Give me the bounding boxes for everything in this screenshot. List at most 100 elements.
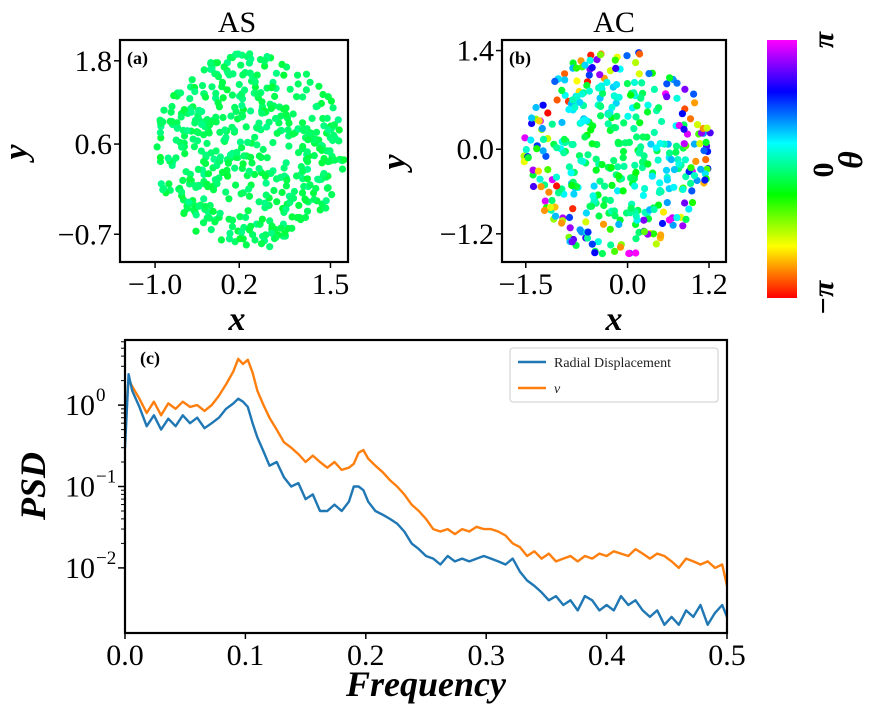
scatter-point [657,231,665,239]
scatter-point [201,93,210,101]
scatter-point [614,163,622,171]
scatter-point [568,140,576,149]
panel-b-title: AC [593,6,635,39]
scatter-point [687,164,695,172]
scatter-point [269,139,277,147]
scatter-point [272,69,280,77]
scatter-point [630,78,639,87]
scatter-point [611,247,619,255]
scatter-point [167,108,175,116]
scatter-point [639,133,647,141]
scatter-point [650,128,658,137]
scatter-point [219,168,227,176]
scatter-point [232,181,240,189]
scatter-point [207,59,215,67]
scatter-point [226,229,234,237]
scatter-point [298,189,307,197]
scatter-point [637,143,645,151]
scatter-point [551,77,559,85]
scatter-point [310,152,318,160]
scatter-point [282,110,290,119]
scatter-point [670,166,679,174]
scatter-point [205,214,213,222]
scatter-point [334,116,342,124]
scatter-point [255,198,263,206]
scatter-point [173,124,181,132]
y-tick-label: 10 [65,389,95,422]
scatter-point [588,140,596,148]
scatter-point [212,89,220,97]
scatter-point [228,223,236,231]
scatter-point [663,93,671,101]
scatter-point [643,108,652,116]
scatter-point [535,117,543,125]
scatter-point [216,209,224,217]
scatter-point [594,238,602,246]
scatter-point [616,243,625,251]
scatter-point [164,154,172,162]
scatter-point [665,149,674,157]
scatter-point [632,249,640,257]
scatter-point [255,152,263,160]
scatter-point [308,114,316,122]
scatter-point [663,80,671,88]
scatter-point [209,186,218,194]
scatter-point [542,152,550,160]
scatter-point [539,147,547,155]
scatter-point [278,188,286,197]
scatter-point [592,166,600,174]
scatter-point [261,199,269,207]
scatter-point [219,113,227,122]
scatter-point [216,153,224,161]
y-tick-exponent: 0 [96,385,106,406]
scatter-point [528,119,536,128]
scatter-point [303,175,311,183]
scatter-point [638,79,646,87]
scatter-point [582,209,591,217]
scatter-point [221,126,229,134]
scatter-point [584,151,592,159]
scatter-point [251,170,259,179]
scatter-point [635,149,643,157]
scatter-point [183,204,191,212]
scatter-point [680,125,688,133]
scatter-point [320,155,328,163]
scatter-point [599,89,607,97]
scatter-point [611,212,619,220]
scatter-point [191,182,199,190]
scatter-point [219,94,227,102]
y-tick-label: 1.4 [457,35,495,68]
scatter-point [528,114,536,122]
scatter-point [248,159,256,167]
scatter-point [604,120,612,128]
scatter-point [310,136,318,144]
panel-b: AC (b) −1.5 0.0 1.2 −1.2 0.0 1.4 x y [376,6,728,338]
scatter-point [178,188,186,196]
scatter-point [624,112,632,120]
scatter-point [538,124,546,133]
scatter-point [159,186,167,194]
scatter-point [687,179,695,187]
scatter-point [636,119,644,127]
scatter-point [585,71,593,79]
scatter-point [632,59,640,67]
scatter-point [223,86,231,94]
scatter-point [637,94,645,102]
scatter-point [534,167,543,175]
scatter-point [703,124,711,132]
scatter-point [631,182,639,190]
y-tick-label: 10 [65,471,95,504]
scatter-point [200,195,208,203]
scatter-point [177,113,185,121]
scatter-point [273,198,281,206]
scatter-point [242,213,250,221]
scatter-point [271,92,279,100]
scatter-point [312,184,320,193]
scatter-point [678,110,687,118]
scatter-point [577,157,585,165]
scatter-point [199,219,208,227]
scatter-point [320,122,328,130]
scatter-point [251,83,259,91]
series-line [123,357,729,587]
